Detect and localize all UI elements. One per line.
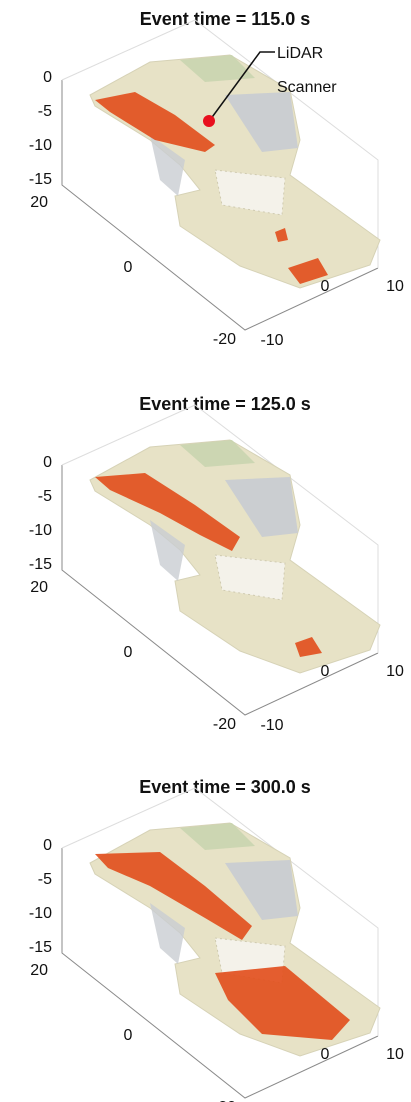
annotation-text: Scanner <box>277 79 337 96</box>
y-tick-label: 0 <box>124 1027 133 1044</box>
x-tick-label: -10 <box>260 332 283 349</box>
y-tick-label: 20 <box>30 579 48 596</box>
y-tick-label: 20 <box>30 962 48 979</box>
z-tick-label: -5 <box>38 488 52 505</box>
y-tick-label: -20 <box>213 716 236 733</box>
z-tick-label: -10 <box>29 137 52 154</box>
y-tick-label: 0 <box>124 644 133 661</box>
y-tick-label: -20 <box>213 331 236 348</box>
annotation-text: LiDAR <box>277 45 323 62</box>
x-tick-label: 10 <box>386 278 404 295</box>
x-tick-label: 0 <box>321 663 330 680</box>
x-tick-label: 0 <box>321 278 330 295</box>
z-tick-label: 0 <box>43 69 52 86</box>
panel-title: Event time = 115.0 s <box>140 9 311 29</box>
panel: Event time = 115.0 s 0 -5 -10 -15 20 0 -20 -10 0 1… <box>29 9 404 349</box>
z-tick-label: -10 <box>29 905 52 922</box>
z-tick-label: -5 <box>38 103 52 120</box>
y-tick-label: 0 <box>124 259 133 276</box>
z-tick-label: -15 <box>29 939 52 956</box>
lidar-scanner <box>203 115 215 127</box>
z-tick-label: 0 <box>43 837 52 854</box>
x-tick-label: 10 <box>386 1046 404 1063</box>
x-tick-label: 0 <box>321 1046 330 1063</box>
z-tick-label: -15 <box>29 171 52 188</box>
z-tick-label: 0 <box>43 454 52 471</box>
panel: Event time = 300.0 s0-5-10-15200-20-1001… <box>29 777 404 1102</box>
figure: Event time = 115.0 s 0 -5 -10 -15 20 0 -20 -10 0 1… <box>0 0 411 1102</box>
panel-title: Event time = 125.0 s <box>139 394 311 414</box>
x-tick-label: -10 <box>260 717 283 734</box>
panel-title: Event time = 300.0 s <box>139 777 311 797</box>
z-tick-label: -15 <box>29 556 52 573</box>
x-tick-label: 10 <box>386 663 404 680</box>
z-tick-label: -10 <box>29 522 52 539</box>
z-tick-label: -5 <box>38 871 52 888</box>
y-tick-label: 20 <box>30 194 48 211</box>
panel: Event time = 125.0 s 0 -5 -10 -15 20 0 -20 -10 0 1… <box>29 394 404 734</box>
